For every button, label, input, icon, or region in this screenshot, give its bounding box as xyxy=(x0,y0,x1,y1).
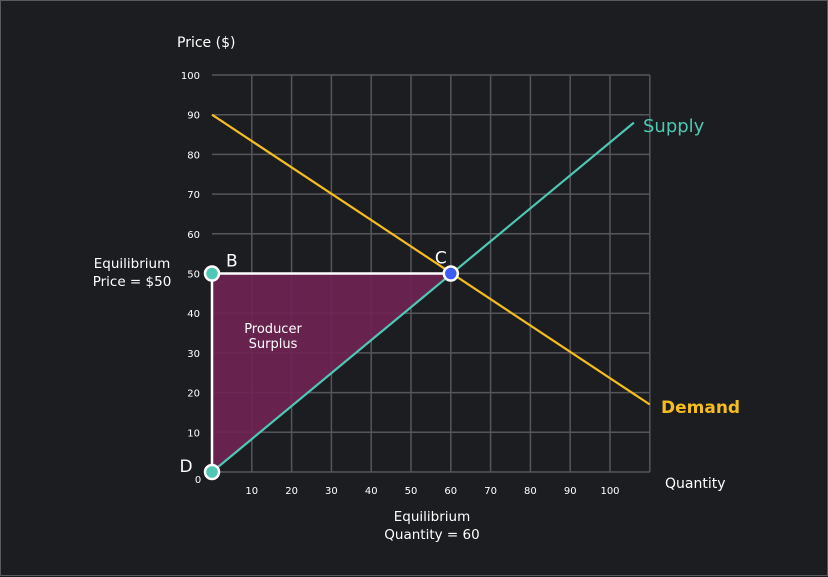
demand-label: Demand xyxy=(661,398,740,418)
point-label-b: B xyxy=(226,252,238,272)
y-tick-label: 60 xyxy=(187,230,200,241)
y-tick-label: 90 xyxy=(187,111,200,122)
demand-line xyxy=(211,113,651,406)
x-tick-label: 80 xyxy=(524,486,537,497)
point-b xyxy=(203,265,221,282)
y-tick-label: 100 xyxy=(181,71,200,82)
x-tick-label: 100 xyxy=(600,486,619,497)
y-tick-label: 40 xyxy=(187,309,200,320)
point-label-c: C xyxy=(435,249,447,269)
eq-price-label-2: Price = $50 xyxy=(93,274,172,290)
y-tick-label: 20 xyxy=(187,389,200,400)
eq-price-label-1: Equilibrium xyxy=(94,256,171,272)
x-tick-label: 50 xyxy=(405,486,418,497)
region-label-1: Producer xyxy=(244,322,302,337)
x-axis-label: Quantity xyxy=(665,476,726,492)
region-label-2: Surplus xyxy=(249,337,298,352)
supply-line xyxy=(211,121,635,473)
x-tick-label: 0 xyxy=(195,475,201,486)
y-tick-label: 30 xyxy=(187,349,200,360)
x-tick-label: 30 xyxy=(325,486,338,497)
y-axis-label: Price ($) xyxy=(177,35,235,51)
point-c xyxy=(442,265,460,282)
eq-qty-label-2: Quantity = 60 xyxy=(384,527,479,543)
x-tick-label: 40 xyxy=(365,486,378,497)
y-tick-label: 80 xyxy=(187,150,200,161)
y-tick-label: 70 xyxy=(187,190,200,201)
x-tick-label: 20 xyxy=(285,486,298,497)
x-tick-label: 10 xyxy=(245,486,258,497)
x-tick-label: 90 xyxy=(564,486,577,497)
supply-label: Supply xyxy=(643,116,705,137)
y-tick-label: 50 xyxy=(187,270,200,281)
point-d xyxy=(203,463,221,481)
x-tick-label: 70 xyxy=(484,486,497,497)
y-tick-label: 10 xyxy=(187,428,200,439)
point-label-d: D xyxy=(179,457,192,477)
x-tick-label: 60 xyxy=(444,486,457,497)
eq-qty-label-1: Equilibrium xyxy=(394,509,471,525)
